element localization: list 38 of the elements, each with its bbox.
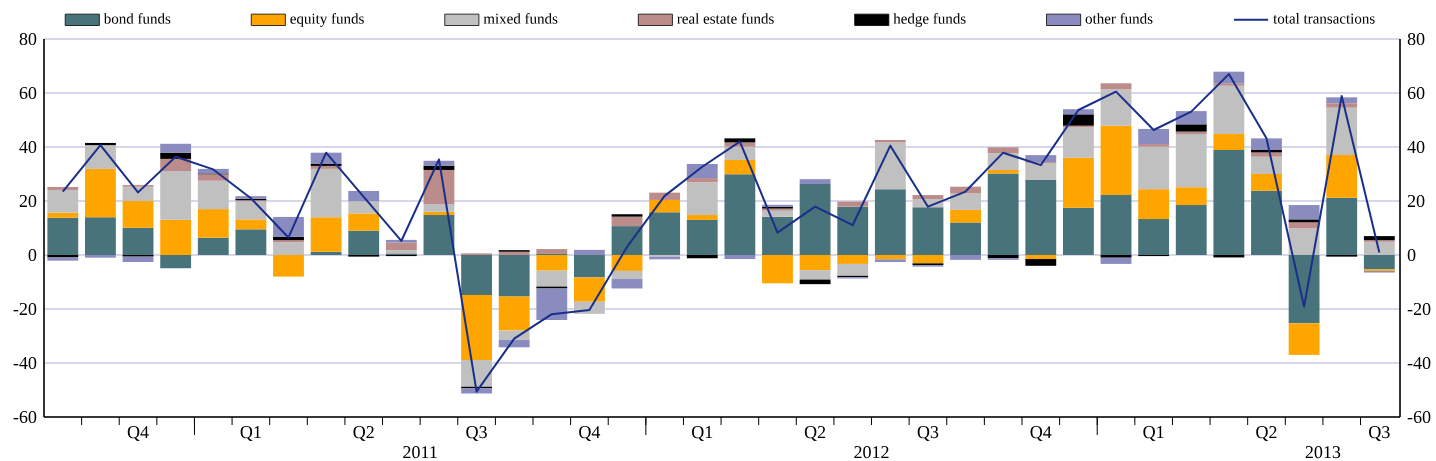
x-tick-label: Q2 [804, 426, 826, 441]
legend-label: total transactions [1273, 13, 1375, 24]
y2-tick-label: 20 [1407, 194, 1425, 208]
legend-label: bond funds [103, 13, 171, 24]
x-tick-label: Q2 [353, 426, 374, 441]
y-tick-label: 40 [19, 140, 37, 154]
y2-tick-label: 40 [1407, 140, 1425, 154]
x-tick-label: Q4 [127, 426, 149, 441]
text: 2013 [1305, 446, 1341, 459]
y2-tick-label: -20 [1407, 302, 1431, 316]
y2-tick-label: -60 [1407, 410, 1431, 424]
legend-label: mixed funds [483, 13, 558, 24]
text: 2011 [403, 446, 437, 459]
legend-label: equity funds [290, 13, 364, 27]
x-tick-label: Q1 [240, 426, 261, 441]
x-tick-label: Q3 [466, 426, 487, 441]
text: 2012 [854, 446, 889, 459]
y2-tick-label: 60 [1407, 86, 1425, 100]
x-tick-label: Q3 [1369, 426, 1390, 441]
x-tick-label: Q4 [579, 426, 601, 441]
y-tick-label: 0 [28, 248, 37, 262]
y-tick-label: 20 [19, 194, 37, 208]
legend-label: hedge funds [893, 13, 966, 27]
y2-tick-label: 80 [1407, 32, 1425, 46]
x-tick-label: Q3 [917, 426, 939, 441]
y-tick-label: -60 [13, 410, 37, 424]
y2-tick-label: -40 [1407, 356, 1431, 370]
x-tick-label: Q2 [1256, 426, 1277, 441]
legend-label: other funds [1085, 13, 1153, 24]
x-tick-label: Q4 [1030, 426, 1052, 441]
x-tick-label: Q1 [692, 426, 713, 441]
legend-label: real estate funds [677, 13, 774, 24]
y2-tick-label: 0 [1407, 248, 1416, 262]
x-tick-label: Q1 [1143, 426, 1164, 441]
y-tick-label: 60 [19, 86, 37, 100]
y-tick-label: 80 [19, 32, 37, 46]
y-tick-label: -20 [13, 302, 37, 316]
y-tick-label: -40 [13, 356, 37, 370]
